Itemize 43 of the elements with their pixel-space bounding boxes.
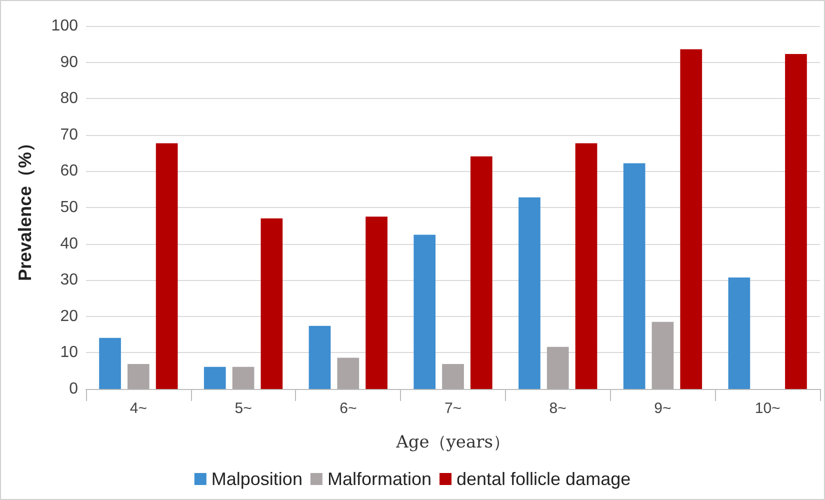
x-tick-label: 9~: [654, 400, 672, 417]
y-tick-label: 50: [60, 199, 78, 216]
bar: [623, 163, 646, 389]
legend-label: Malformation: [327, 469, 432, 489]
bar: [575, 143, 598, 389]
x-tick-label: 4~: [130, 400, 148, 417]
y-tick-label: 70: [60, 126, 78, 144]
bar: [652, 322, 674, 389]
x-tick-label: 6~: [340, 400, 357, 417]
y-tick-label: 40: [60, 235, 78, 252]
bar: [728, 278, 750, 389]
bar: [260, 218, 283, 389]
bar: [366, 216, 388, 389]
x-tick-label: 7~: [444, 400, 462, 417]
y-tick-label: 30: [60, 272, 78, 289]
bar: [518, 197, 540, 389]
bar: [414, 234, 436, 389]
x-axis-title: Age（years）: [395, 432, 510, 452]
bar: [680, 49, 702, 389]
bar: [156, 143, 178, 389]
x-tick-label: 8~: [549, 400, 567, 417]
y-tick-label: 100: [51, 18, 78, 34]
y-tick-label: 90: [60, 54, 78, 71]
y-tick-label: 0: [69, 380, 78, 398]
y-tick-label: 80: [60, 90, 78, 108]
legend-label: Malposition: [211, 469, 302, 489]
x-tick-label: 10~: [754, 400, 781, 417]
bar: [204, 366, 226, 389]
legend-label: dental follicle damage: [456, 469, 631, 489]
bar: [337, 358, 360, 389]
bar: [308, 326, 331, 389]
bar: [99, 338, 121, 389]
bar: [546, 346, 569, 389]
y-tick-label: 10: [60, 344, 78, 362]
y-tick-label: 20: [60, 308, 78, 325]
bar: [128, 364, 150, 389]
bar: [232, 366, 254, 389]
bar: [785, 54, 807, 389]
y-tick-label: 60: [60, 162, 78, 180]
y-axis-title: Prevalence（%）: [15, 134, 35, 282]
x-tick-label: 5~: [234, 400, 252, 417]
bar: [470, 156, 492, 389]
bar: [442, 364, 464, 389]
